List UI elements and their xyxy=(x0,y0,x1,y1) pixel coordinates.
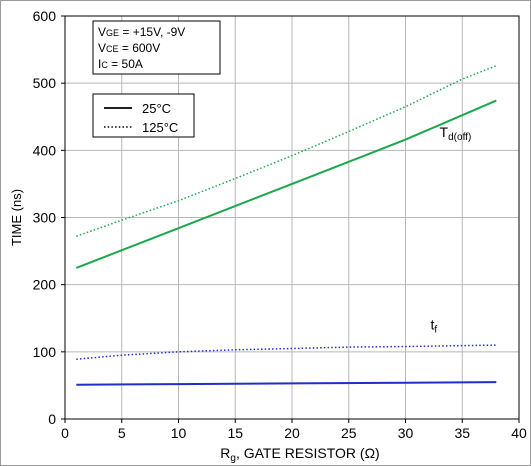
condition-subscript: C xyxy=(101,60,108,70)
x-tick-label: 5 xyxy=(118,425,126,441)
series-layer xyxy=(75,65,497,386)
x-axis-label-main: R xyxy=(220,445,230,461)
x-tick-label: 25 xyxy=(341,425,357,441)
x-tick-label: 30 xyxy=(398,425,414,441)
axes: 0 5 10 15 20 25 30 35 400100200300400500600TIME … xyxy=(9,8,527,464)
curve-label-sub: f xyxy=(434,325,437,336)
x-tick-label: 35 xyxy=(454,425,470,441)
legend-label: 125°C xyxy=(142,120,178,135)
condition-symbol: V xyxy=(98,25,106,39)
condition-subscript: GE xyxy=(106,28,119,38)
y-tick-label: 200 xyxy=(33,277,57,293)
y-tick-label: 100 xyxy=(33,344,57,360)
x-axis-label: Rg, GATE RESISTOR (Ω) xyxy=(220,445,379,464)
legend-label: 25°C xyxy=(142,101,171,116)
condition-line: IC = 50A xyxy=(98,57,143,71)
curve-label-main: t xyxy=(430,317,434,333)
condition-line: VCE = 600V xyxy=(98,41,160,55)
x-tick-label: 10 xyxy=(171,425,187,441)
x-axis-label-sub: g xyxy=(230,453,236,464)
series-line xyxy=(75,99,497,269)
x-tick-label: 20 xyxy=(284,425,300,441)
series-line xyxy=(76,65,497,238)
condition-line: VGE = +15V, -9V xyxy=(98,25,185,39)
curve-label-main: T xyxy=(440,124,449,140)
x-tick-label: 40 xyxy=(511,425,527,441)
condition-symbol: I xyxy=(98,57,101,71)
y-tick-label: 400 xyxy=(33,142,57,158)
curve-label-sub: d(off) xyxy=(448,132,471,143)
grid xyxy=(64,15,520,420)
condition-symbol: V xyxy=(98,41,106,55)
y-tick-label: 300 xyxy=(33,210,57,226)
y-tick-label: 600 xyxy=(33,8,57,24)
curve-label: Td(off) xyxy=(440,124,472,143)
condition-value: = 50A xyxy=(108,57,143,71)
condition-value: = 600V xyxy=(119,41,161,55)
condition-subscript: CE xyxy=(106,44,119,54)
x-axis-label-rest: , GATE RESISTOR (Ω) xyxy=(236,445,380,461)
x-tick-label: 15 xyxy=(227,425,243,441)
curve-label: tf xyxy=(430,317,437,336)
condition-value: = +15V, -9V xyxy=(119,25,185,39)
y-tick-label: 0 xyxy=(48,411,56,427)
conditions-box xyxy=(92,20,221,75)
x-tick-label: 0 xyxy=(61,425,69,441)
y-tick-label: 500 xyxy=(33,75,57,91)
series-line xyxy=(76,381,497,386)
legend-box xyxy=(92,93,195,138)
y-axis-label: TIME (ns) xyxy=(9,189,24,246)
